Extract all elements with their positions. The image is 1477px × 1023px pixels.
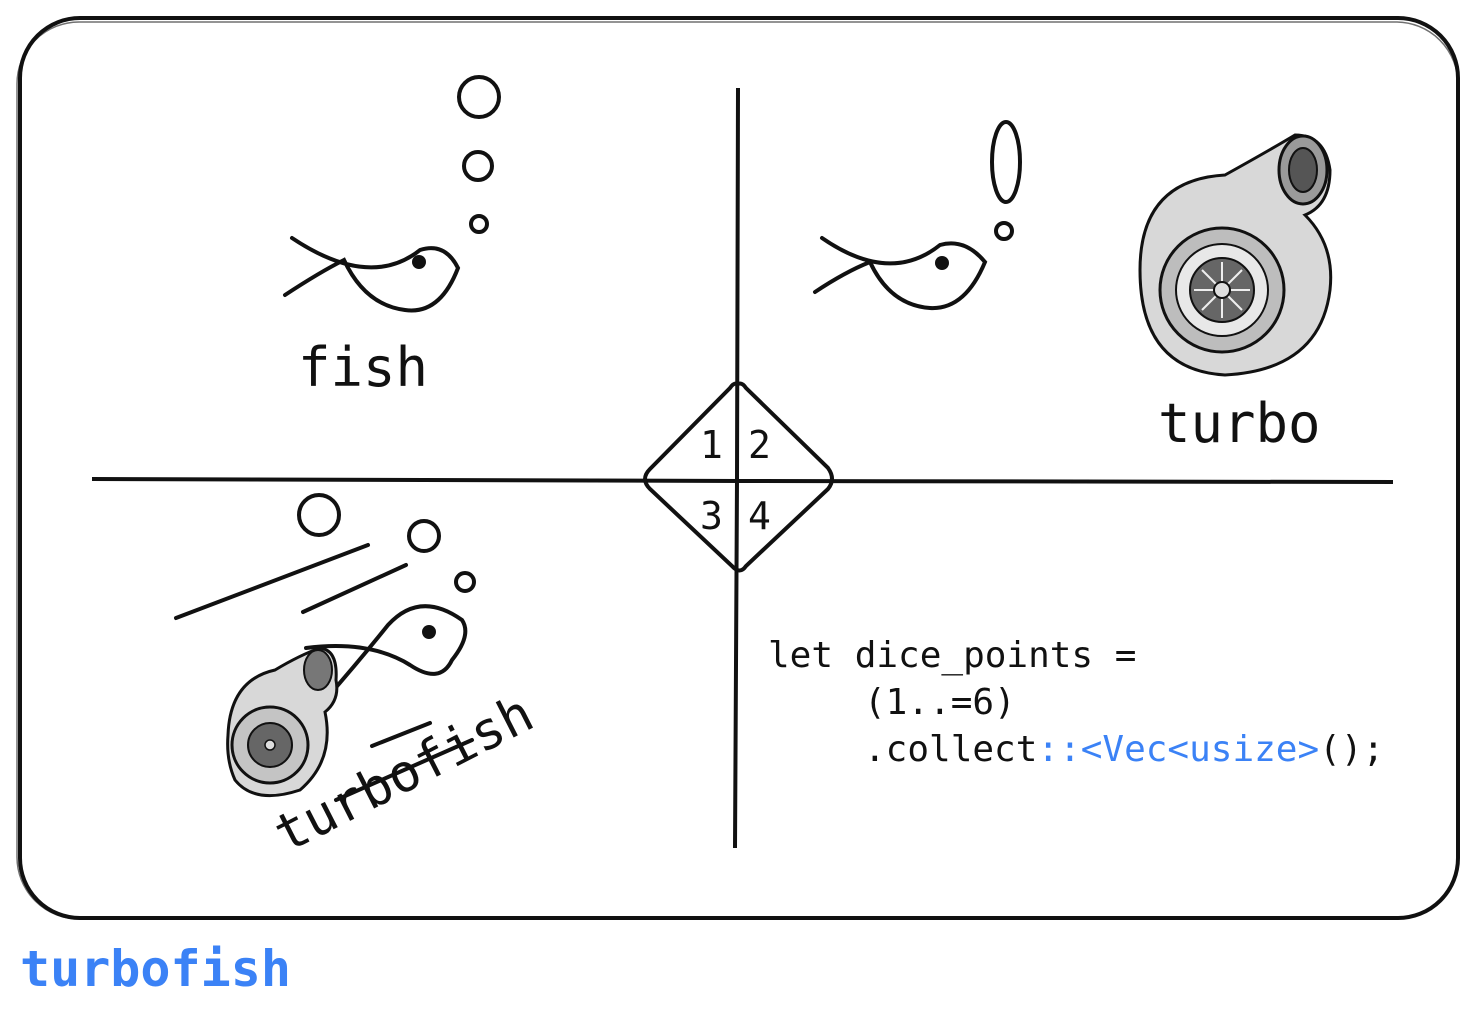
code-line-1: let dice_points = [768,635,1137,676]
code-collect: .collect [864,729,1038,770]
fish-label: fish [298,336,429,399]
bubble-icon [457,75,501,119]
quadrant-number-2: 2 [748,423,771,467]
speed-lines [174,543,474,802]
fish-icon [283,236,461,313]
horizontal-axis [91,477,1394,484]
quadrant-number-1: 1 [700,423,723,467]
small-turbocharger-icon [226,646,339,798]
code-call-end: (); [1319,729,1385,770]
vertical-axis [733,87,740,849]
caption-title: turbofish [20,940,291,998]
surprised-fish-icon [813,236,988,311]
turbo-label: turbo [1158,392,1321,455]
code-line-3: .collect::<Vec<usize>(); [768,726,1384,773]
center-diamond [643,381,834,573]
turbocharger-icon [1138,133,1333,377]
code-snippet: let dice_points = (1..=6) .collect::<Vec<u… [768,632,1384,773]
code-turbofish: ::<Vec<usize> [1037,729,1320,770]
code-line-2: (1..=6) [864,682,1016,723]
turbofish-fish-icon [304,604,468,702]
exclamation-icon [990,120,1022,204]
quadrant-number-4: 4 [748,494,771,538]
quadrant-number-3: 3 [700,494,723,538]
